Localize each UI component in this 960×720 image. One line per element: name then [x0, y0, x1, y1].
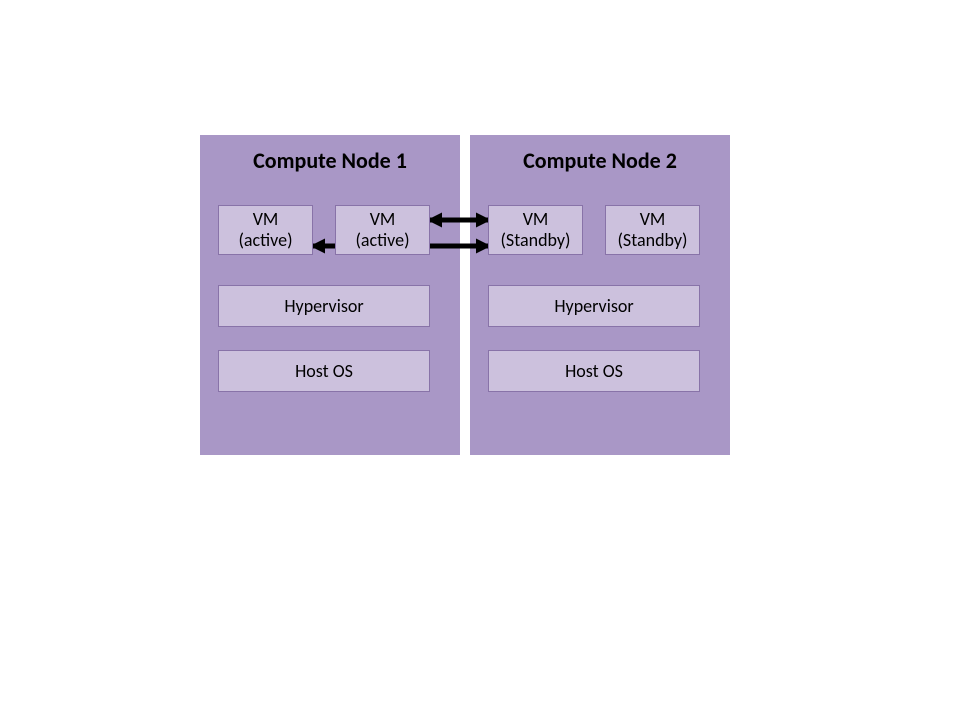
node1-vm2-line2: (active): [355, 229, 409, 251]
node2-hypervisor-box: Hypervisor: [488, 285, 700, 327]
node1-vm1-line1: VM: [253, 208, 279, 230]
node2-hostos-box: Host OS: [488, 350, 700, 392]
node2-vm1-line1: VM: [523, 208, 549, 230]
node1-hypervisor-label: Hypervisor: [284, 296, 363, 317]
compute-node-2-title: Compute Node 2: [470, 147, 730, 174]
node1-hypervisor-box: Hypervisor: [218, 285, 430, 327]
node2-vm2-line2: (Standby): [617, 229, 687, 251]
node1-vm1-line2: (active): [238, 229, 292, 251]
node1-hostos-label: Host OS: [295, 361, 353, 382]
node2-vm1-line2: (Standby): [500, 229, 570, 251]
node2-vm1-box: VM (Standby): [488, 205, 583, 255]
node2-hostos-label: Host OS: [565, 361, 623, 382]
diagram-canvas: Compute Node 1 Compute Node 2 VM (active…: [0, 0, 960, 720]
node2-vm2-box: VM (Standby): [605, 205, 700, 255]
node1-vm2-line1: VM: [370, 208, 396, 230]
compute-node-1-title: Compute Node 1: [200, 147, 460, 174]
node2-vm2-line1: VM: [640, 208, 666, 230]
node1-hostos-box: Host OS: [218, 350, 430, 392]
node1-vm1-box: VM (active): [218, 205, 313, 255]
node2-hypervisor-label: Hypervisor: [554, 296, 633, 317]
node1-vm2-box: VM (active): [335, 205, 430, 255]
